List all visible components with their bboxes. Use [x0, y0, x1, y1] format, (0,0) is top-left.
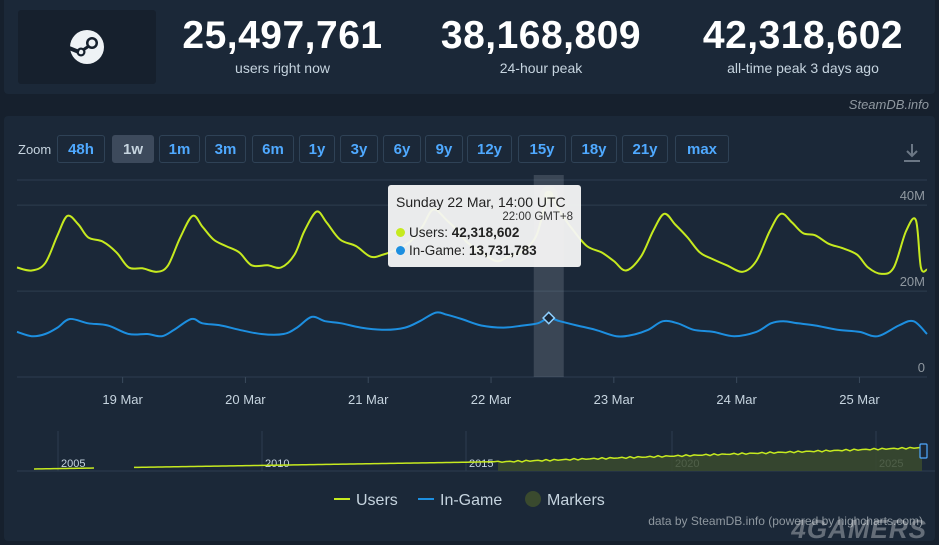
legend-swatch[interactable]	[525, 491, 541, 507]
stat-label: 24-hour peak	[499, 60, 583, 76]
x-tick-label: 20 Mar	[225, 392, 266, 407]
navigator-year-label: 2010	[265, 458, 289, 470]
tooltip-ingame-label: In-Game:	[409, 243, 466, 258]
x-tick-label: 22 Mar	[471, 392, 512, 407]
tooltip-ingame-value: 13,731,783	[469, 243, 537, 258]
zoom-1y-button[interactable]: 1y	[299, 135, 335, 163]
zoom-1m-button[interactable]: 1m	[159, 135, 200, 163]
navigator-year-label: 2015	[469, 458, 493, 470]
stat-label: all-time peak 3 days ago	[727, 60, 879, 76]
tooltip-subtitle: 22:00 GMT+8	[502, 211, 573, 223]
x-tick-label: 21 Mar	[348, 392, 389, 407]
x-tick-label: 24 Mar	[716, 392, 757, 407]
ingame-series-line	[16, 311, 928, 338]
navigator[interactable]: 20052010201520202025	[17, 431, 935, 472]
zoom-18y-button[interactable]: 18y	[571, 135, 617, 163]
steam-icon	[69, 30, 104, 64]
navigator-year-label: 2005	[61, 458, 85, 470]
zoom-6m-button[interactable]: 6m	[252, 135, 294, 163]
download-icon[interactable]	[902, 142, 922, 164]
tooltip-title: Sunday 22 Mar, 14:00 UTC	[396, 194, 566, 210]
zoom-3m-button[interactable]: 3m	[205, 135, 246, 163]
tooltip-ingame-row: In-Game: 13,731,783	[396, 242, 573, 259]
users-dot-icon	[396, 228, 405, 237]
ingame-highlight-point	[542, 311, 556, 325]
navigator-markers-area	[498, 447, 922, 471]
zoom-3y-button[interactable]: 3y	[340, 135, 378, 163]
zoom-9y-button[interactable]: 9y	[425, 135, 463, 163]
zoom-1w-button[interactable]: 1w	[112, 135, 154, 163]
zoom-15y-button[interactable]: 15y	[518, 135, 566, 163]
zoom-48h-button[interactable]: 48h	[57, 135, 105, 163]
navigator-users-line	[33, 467, 95, 470]
stats-header: 25,497,761 users right now 38,168,809 24…	[4, 0, 935, 94]
stat-label: users right now	[235, 60, 330, 76]
y-tick-label: 20M	[900, 274, 925, 289]
y-tick-label: 0	[918, 360, 925, 375]
legend-item-label[interactable]: Users	[356, 492, 398, 509]
x-tick-label: 23 Mar	[594, 392, 635, 407]
chart-tooltip: Sunday 22 Mar, 14:00 UTC 22:00 GMT+8 Use…	[388, 185, 581, 267]
legend-item-label[interactable]: In-Game	[440, 492, 502, 509]
zoom-6y-button[interactable]: 6y	[383, 135, 421, 163]
stat-value: 38,168,809	[440, 14, 642, 57]
navigator-users-line	[133, 446, 923, 469]
stat-current-users: 25,497,761 users right now	[180, 14, 385, 76]
chart-tick-labels: 0 20M 40M 19 Mar 20 Mar 21 Mar 22 Mar 23 Mar 24 …	[102, 188, 925, 407]
stat-value: 25,497,761	[182, 14, 383, 57]
stat-value: 42,318,602	[702, 14, 904, 57]
tooltip-users-value: 42,318,602	[451, 225, 520, 240]
x-tick-label: 19 Mar	[102, 392, 143, 407]
zoom-label: Zoom	[18, 142, 52, 157]
ingame-dot-icon	[396, 246, 405, 255]
x-tick-label: 25 Mar	[839, 392, 880, 407]
watermark-logo: 4GAMERS	[791, 514, 927, 544]
zoom-12y-button[interactable]: 12y	[467, 135, 512, 163]
legend-item-label[interactable]: Markers	[547, 492, 605, 509]
zoom-21y-button[interactable]: 21y	[622, 135, 668, 163]
stat-24h-peak: 38,168,809 24-hour peak	[436, 14, 646, 76]
steamdb-credit[interactable]: SteamDB.info	[848, 97, 929, 112]
zoom-max-button[interactable]: max	[675, 135, 729, 163]
data-credit[interactable]: data by SteamDB.info (powered by highcha…	[648, 514, 923, 528]
steam-logo[interactable]	[18, 10, 156, 84]
stat-all-time-peak: 42,318,602 all-time peak 3 days ago	[692, 14, 914, 76]
tooltip-users-label: Users:	[409, 225, 449, 240]
chart-legend: Users In-Game Markers	[334, 491, 605, 509]
navigator-handle[interactable]	[919, 443, 928, 459]
y-tick-label: 40M	[900, 188, 925, 203]
tooltip-users-row: Users: 42,318,602	[396, 224, 573, 241]
